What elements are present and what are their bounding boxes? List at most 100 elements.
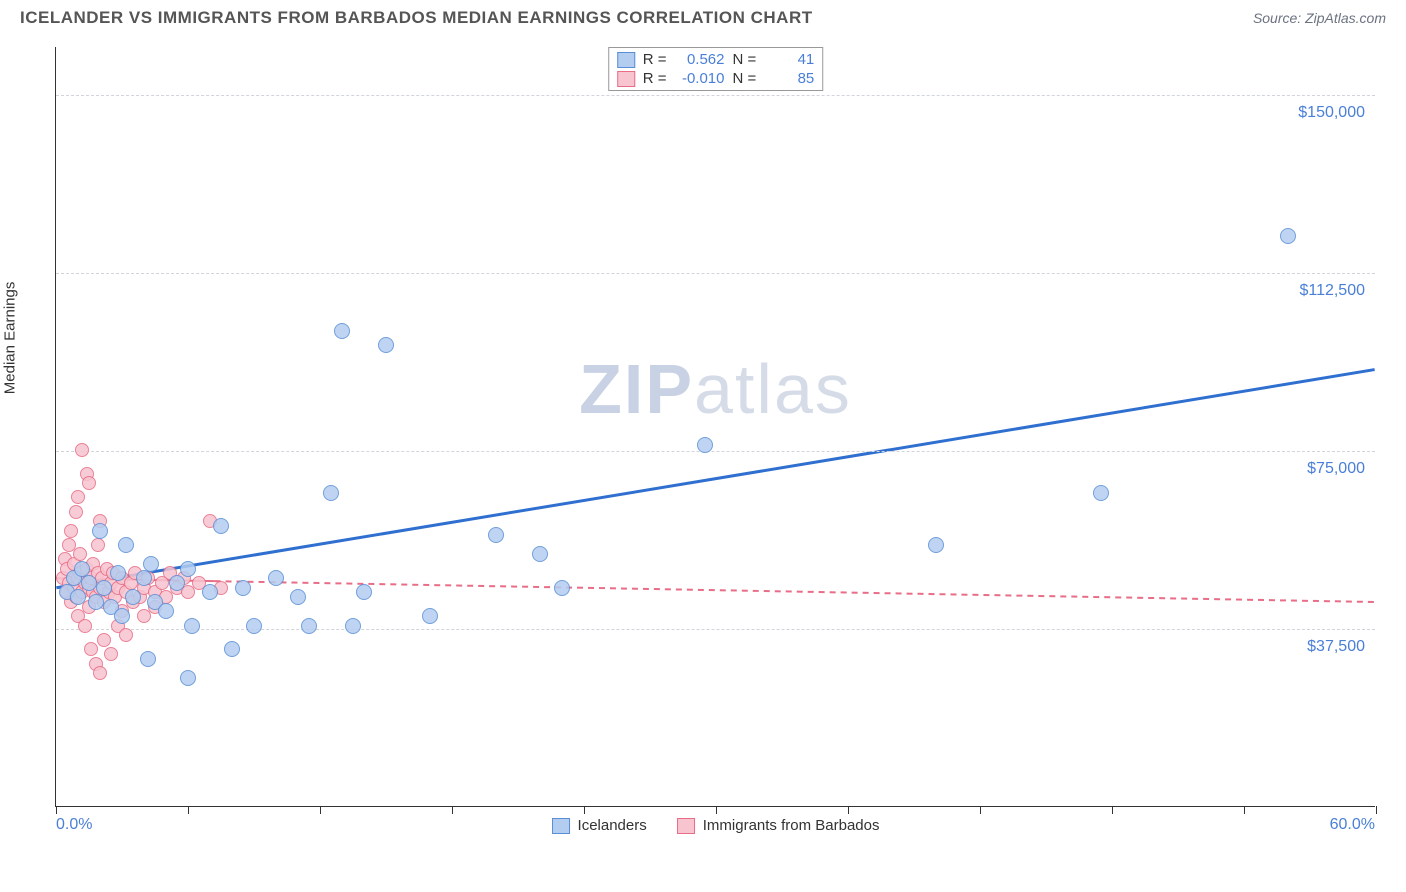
gridline	[56, 273, 1375, 274]
data-point	[114, 608, 130, 624]
data-point	[110, 565, 126, 581]
x-tick-min: 0.0%	[56, 816, 92, 834]
stats-row-icelanders: R = 0.562 N = 41	[617, 50, 815, 69]
gridline	[56, 451, 1375, 452]
data-point	[104, 647, 118, 661]
scatter-plot: ZIPatlas R = 0.562 N = 41 R = -0.010 N =…	[55, 47, 1375, 807]
data-point	[136, 570, 152, 586]
x-tick-mark	[452, 806, 453, 814]
source-label: Source: ZipAtlas.com	[1253, 10, 1386, 26]
legend-swatch-barbados	[677, 818, 695, 834]
data-point	[268, 570, 284, 586]
legend-label-icelanders: Icelanders	[578, 817, 647, 834]
data-point	[554, 580, 570, 596]
x-tick-mark	[716, 806, 717, 814]
n-label: N =	[731, 51, 759, 68]
trend-lines	[56, 47, 1375, 806]
r-label: R =	[641, 70, 669, 87]
data-point	[290, 589, 306, 605]
data-point	[180, 561, 196, 577]
data-point	[91, 538, 105, 552]
legend-item-barbados: Immigrants from Barbados	[677, 817, 880, 834]
stats-row-barbados: R = -0.010 N = 85	[617, 69, 815, 88]
x-tick-mark	[188, 806, 189, 814]
data-point	[202, 584, 218, 600]
data-point	[81, 575, 97, 591]
data-point	[184, 618, 200, 634]
data-point	[180, 670, 196, 686]
legend-item-icelanders: Icelanders	[552, 817, 647, 834]
chart-area: Median Earnings ZIPatlas R = 0.562 N = 4…	[20, 37, 1386, 847]
data-point	[532, 546, 548, 562]
legend-label-barbados: Immigrants from Barbados	[703, 817, 880, 834]
y-tick-label: $112,500	[1299, 282, 1365, 300]
watermark-rest: atlas	[694, 350, 852, 428]
n-label: N =	[731, 70, 759, 87]
data-point	[323, 485, 339, 501]
x-tick-mark	[848, 806, 849, 814]
data-point	[697, 437, 713, 453]
data-point	[235, 580, 251, 596]
data-point	[75, 443, 89, 457]
data-point	[70, 589, 86, 605]
n-value-icelanders: 41	[764, 51, 814, 68]
data-point	[422, 608, 438, 624]
data-point	[356, 584, 372, 600]
y-axis-label: Median Earnings	[2, 282, 19, 395]
data-point	[73, 547, 87, 561]
data-point	[118, 537, 134, 553]
data-point	[1280, 228, 1296, 244]
data-point	[213, 518, 229, 534]
chart-header: ICELANDER VS IMMIGRANTS FROM BARBADOS ME…	[0, 0, 1406, 32]
x-tick-mark	[1244, 806, 1245, 814]
x-tick-mark	[584, 806, 585, 814]
data-point	[928, 537, 944, 553]
stats-legend-box: R = 0.562 N = 41 R = -0.010 N = 85	[608, 47, 824, 91]
data-point	[84, 642, 98, 656]
y-tick-label: $37,500	[1307, 638, 1365, 656]
data-point	[96, 580, 112, 596]
data-point	[158, 603, 174, 619]
r-value-barbados: -0.010	[675, 70, 725, 87]
data-point	[301, 618, 317, 634]
data-point	[334, 323, 350, 339]
data-point	[92, 523, 108, 539]
bottom-legend: Icelanders Immigrants from Barbados	[552, 817, 880, 834]
data-point	[246, 618, 262, 634]
data-point	[345, 618, 361, 634]
y-tick-label: $75,000	[1307, 460, 1365, 478]
data-point	[224, 641, 240, 657]
data-point	[97, 633, 111, 647]
chart-title: ICELANDER VS IMMIGRANTS FROM BARBADOS ME…	[20, 8, 813, 28]
n-value-barbados: 85	[764, 70, 814, 87]
x-tick-mark	[980, 806, 981, 814]
data-point	[78, 619, 92, 633]
gridline	[56, 95, 1375, 96]
swatch-icelanders	[617, 52, 635, 68]
swatch-barbados	[617, 71, 635, 87]
data-point	[93, 666, 107, 680]
data-point	[71, 490, 85, 504]
r-value-icelanders: 0.562	[675, 51, 725, 68]
data-point	[140, 651, 156, 667]
r-label: R =	[641, 51, 669, 68]
data-point	[1093, 485, 1109, 501]
x-tick-mark	[56, 806, 57, 814]
data-point	[119, 628, 133, 642]
x-tick-max: 60.0%	[1330, 816, 1375, 834]
y-tick-label: $150,000	[1298, 104, 1365, 122]
data-point	[143, 556, 159, 572]
data-point	[82, 476, 96, 490]
watermark: ZIPatlas	[579, 349, 852, 429]
data-point	[64, 524, 78, 538]
x-tick-mark	[1376, 806, 1377, 814]
data-point	[88, 594, 104, 610]
legend-swatch-icelanders	[552, 818, 570, 834]
x-tick-mark	[320, 806, 321, 814]
data-point	[125, 589, 141, 605]
data-point	[488, 527, 504, 543]
data-point	[378, 337, 394, 353]
data-point	[69, 505, 83, 519]
watermark-bold: ZIP	[579, 350, 694, 428]
x-tick-mark	[1112, 806, 1113, 814]
